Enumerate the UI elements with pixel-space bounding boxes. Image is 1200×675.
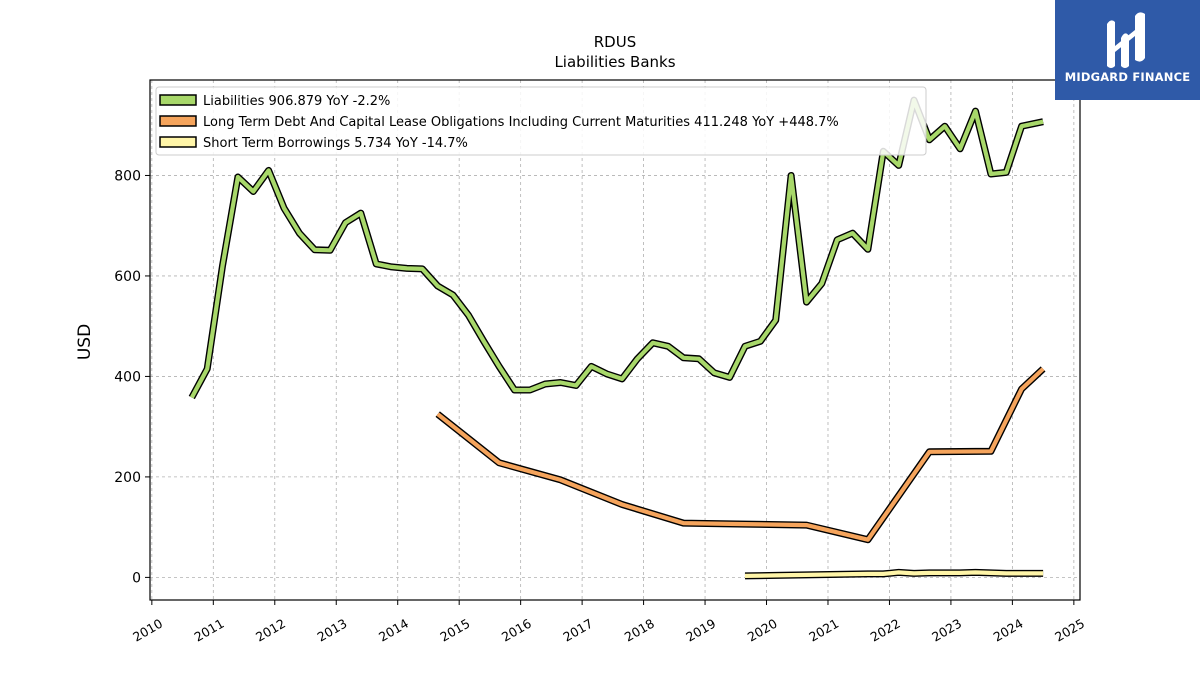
series-line-long-term-debt	[436, 367, 1045, 542]
legend-swatch-liabilities	[159, 94, 197, 106]
x-tick-label: 2024	[991, 616, 1026, 645]
x-tick-label: 2023	[929, 616, 964, 645]
series-line-short-term-borrowings	[744, 570, 1044, 578]
x-tick-label: 2010	[130, 616, 165, 645]
y-axis: 0 200 400 600 800	[114, 168, 150, 586]
series-outline-long-term-debt	[435, 366, 1046, 544]
x-tick-label: 2020	[745, 616, 780, 645]
x-tick-label: 2015	[437, 616, 472, 645]
chart-subtitle: Liabilities Banks	[554, 53, 675, 71]
legend-box	[155, 86, 927, 156]
x-tick-label: 2014	[376, 616, 411, 645]
legend-label-long-term-debt: Long Term Debt And Capital Lease Obligat…	[203, 115, 839, 130]
legend-swatch-short-term-borrowings	[159, 136, 197, 148]
legend-label-liabilities: Liabilities 906.879 YoY -2.2%	[203, 94, 390, 109]
y-tick-label: 600	[114, 269, 141, 285]
chart-title: RDUS	[594, 33, 636, 51]
y-tick-label: 0	[132, 570, 141, 586]
legend-label-short-term-borrowings: Short Term Borrowings 5.734 YoY -14.7%	[203, 136, 468, 151]
y-tick-label: 400	[114, 369, 141, 385]
x-tick-label: 2022	[868, 616, 903, 645]
x-tick-label: 2011	[192, 616, 227, 645]
plot-frame	[149, 79, 1081, 601]
y-tick-label: 800	[114, 168, 141, 184]
brand-name: MIDGARD FINANCE	[1064, 70, 1191, 84]
gridlines	[150, 80, 1080, 600]
x-tick-label: 2012	[253, 616, 288, 645]
x-tick-label: 2013	[314, 616, 349, 645]
x-axis: 2010 2011 2012 2013 2014 2015 2016 2017 2018 2019…	[130, 600, 1087, 645]
brand-logo: MIDGARD FINANCE	[1055, 0, 1200, 100]
x-tick-label: 2016	[499, 616, 534, 645]
y-tick-label: 200	[114, 470, 141, 486]
legend: Liabilities 906.879 YoY -2.2% Long Term D…	[155, 86, 927, 156]
x-tick-label: 2018	[622, 616, 657, 645]
x-tick-label: 2019	[683, 616, 718, 645]
series-lines	[188, 96, 1046, 580]
y-axis-label: USD	[75, 324, 95, 360]
x-tick-label: 2025	[1052, 616, 1087, 645]
legend-swatch-long-term-debt	[159, 115, 197, 127]
series-line-liabilities	[189, 97, 1044, 399]
x-tick-label: 2021	[806, 616, 841, 645]
x-tick-label: 2017	[560, 616, 595, 645]
midgard-logo-icon	[1107, 12, 1145, 68]
